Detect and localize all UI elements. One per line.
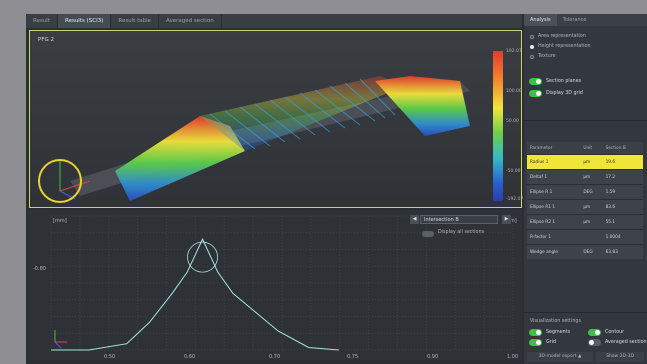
next-section-button[interactable]: ▶ — [502, 215, 511, 224]
radio-dot — [530, 54, 534, 59]
scale-label: 50.00 — [506, 119, 519, 124]
table-row[interactable]: Wedge angle DEG 63.83 — [527, 244, 643, 259]
tab-result[interactable]: Result — [26, 14, 58, 28]
tab-results-sci3[interactable]: Results (SCI3) — [58, 14, 112, 28]
divider — [524, 312, 647, 313]
toggle-knob — [529, 78, 542, 85]
toggle-knob — [529, 90, 542, 97]
x-tick-label: 0.75 — [347, 354, 358, 360]
table-row[interactable]: Deltaf 1 µm 17.2 — [527, 169, 643, 185]
toggle-knob — [529, 339, 542, 346]
divider — [524, 120, 647, 121]
profile-curve — [51, 237, 339, 351]
x-tick-label: 0.70 — [269, 354, 280, 360]
tab-tolerance[interactable]: Tolerance — [562, 17, 587, 23]
x-tick-label: 0.60 — [184, 354, 195, 360]
section-planes-switch[interactable]: Section planes — [529, 78, 581, 85]
grid-switch[interactable]: Grid — [529, 339, 556, 346]
3d-view[interactable]: PFG 2 — [29, 30, 524, 208]
contour-switch[interactable]: Contour — [588, 329, 624, 336]
col-unit: Unit — [580, 142, 603, 155]
table-row[interactable]: R-factor 1 1.0004 — [527, 229, 643, 245]
section-dropdown[interactable]: Intersection B — [420, 215, 498, 224]
averaged-section-switch[interactable]: Averaged section — [588, 339, 647, 346]
chevron-up-icon: ▲ — [577, 354, 582, 359]
scale-label-top: 192.07 — [506, 49, 522, 54]
segments-switch[interactable]: Segments — [529, 329, 570, 336]
table-row[interactable]: Radius 1 µm 19.6 — [527, 154, 643, 170]
tab-averaged-section[interactable]: Averaged section — [159, 14, 222, 28]
toggle-knob — [588, 339, 601, 346]
y-tick-label: -0.80 — [33, 266, 46, 272]
scale-label: -50.00 — [506, 169, 521, 174]
panel-tabs: Analysis Tolerance — [524, 14, 647, 26]
y-axis-label: [mm] — [53, 218, 67, 224]
x-tick-label: 0.50 — [104, 354, 115, 360]
col-parameter: Parameter — [527, 142, 581, 155]
analysis-panel: Analysis Tolerance Area representation H… — [524, 14, 647, 364]
scale-label-bottom: -192.07 — [506, 197, 524, 202]
radio-dot — [530, 34, 534, 39]
radio-area-representation[interactable]: Area representation — [530, 34, 586, 39]
view-label: PFG 2 — [38, 37, 54, 43]
table-row[interactable]: Ellipse R1 1 µm 83.6 — [527, 199, 643, 215]
table-row[interactable]: Ellipse R 1 DEG 1.59 — [527, 184, 643, 200]
radio-dot — [530, 44, 534, 49]
display-all-sections-label: Display all sections — [438, 230, 485, 235]
height-color-scale — [493, 51, 503, 201]
show-2d-3d-button[interactable]: Show 2D-3D — [596, 352, 644, 362]
display-all-sections-toggle[interactable] — [422, 231, 434, 237]
orientation-gizmo[interactable] — [38, 159, 82, 203]
radio-height-representation[interactable]: Height representation — [530, 44, 591, 49]
3d-model-export-button[interactable]: 3D-model export ▲ — [527, 352, 593, 362]
table-header: Parameter Unit Section B — [527, 142, 643, 155]
prev-section-button[interactable]: ◀ — [410, 215, 419, 224]
tab-analysis[interactable]: Analysis — [524, 14, 557, 26]
x-tick-label: 0.90 — [427, 354, 438, 360]
fitted-radius-circle — [187, 241, 218, 273]
profile-view[interactable]: [mm][mm]-0.800.500.600.700.750.901.00 In… — [29, 210, 522, 360]
col-section-b: Section B — [602, 142, 643, 155]
toggle-knob — [588, 329, 601, 336]
toggle-knob — [529, 329, 542, 336]
table-row[interactable]: Ellipse R2 1 µm 55.1 — [527, 214, 643, 230]
display-3d-grid-switch[interactable]: Display 3D grid — [529, 90, 583, 97]
tab-result-table[interactable]: Result table — [111, 14, 160, 28]
parameter-table: Parameter Unit Section B Radius 1 µm 19.6 … — [527, 142, 643, 259]
3d-surface — [59, 76, 470, 201]
app-window: Result Results (SCI3) Result table Avera… — [26, 14, 647, 364]
radio-texture[interactable]: Texture — [530, 54, 556, 59]
visualization-settings-title: Visualization settings — [530, 319, 581, 324]
x-tick-label: 1.00 — [507, 354, 518, 360]
axis-indicator — [54, 341, 62, 349]
scale-label: 100.00 — [506, 89, 522, 94]
view-tabs: Result Results (SCI3) Result table Avera… — [26, 14, 522, 28]
